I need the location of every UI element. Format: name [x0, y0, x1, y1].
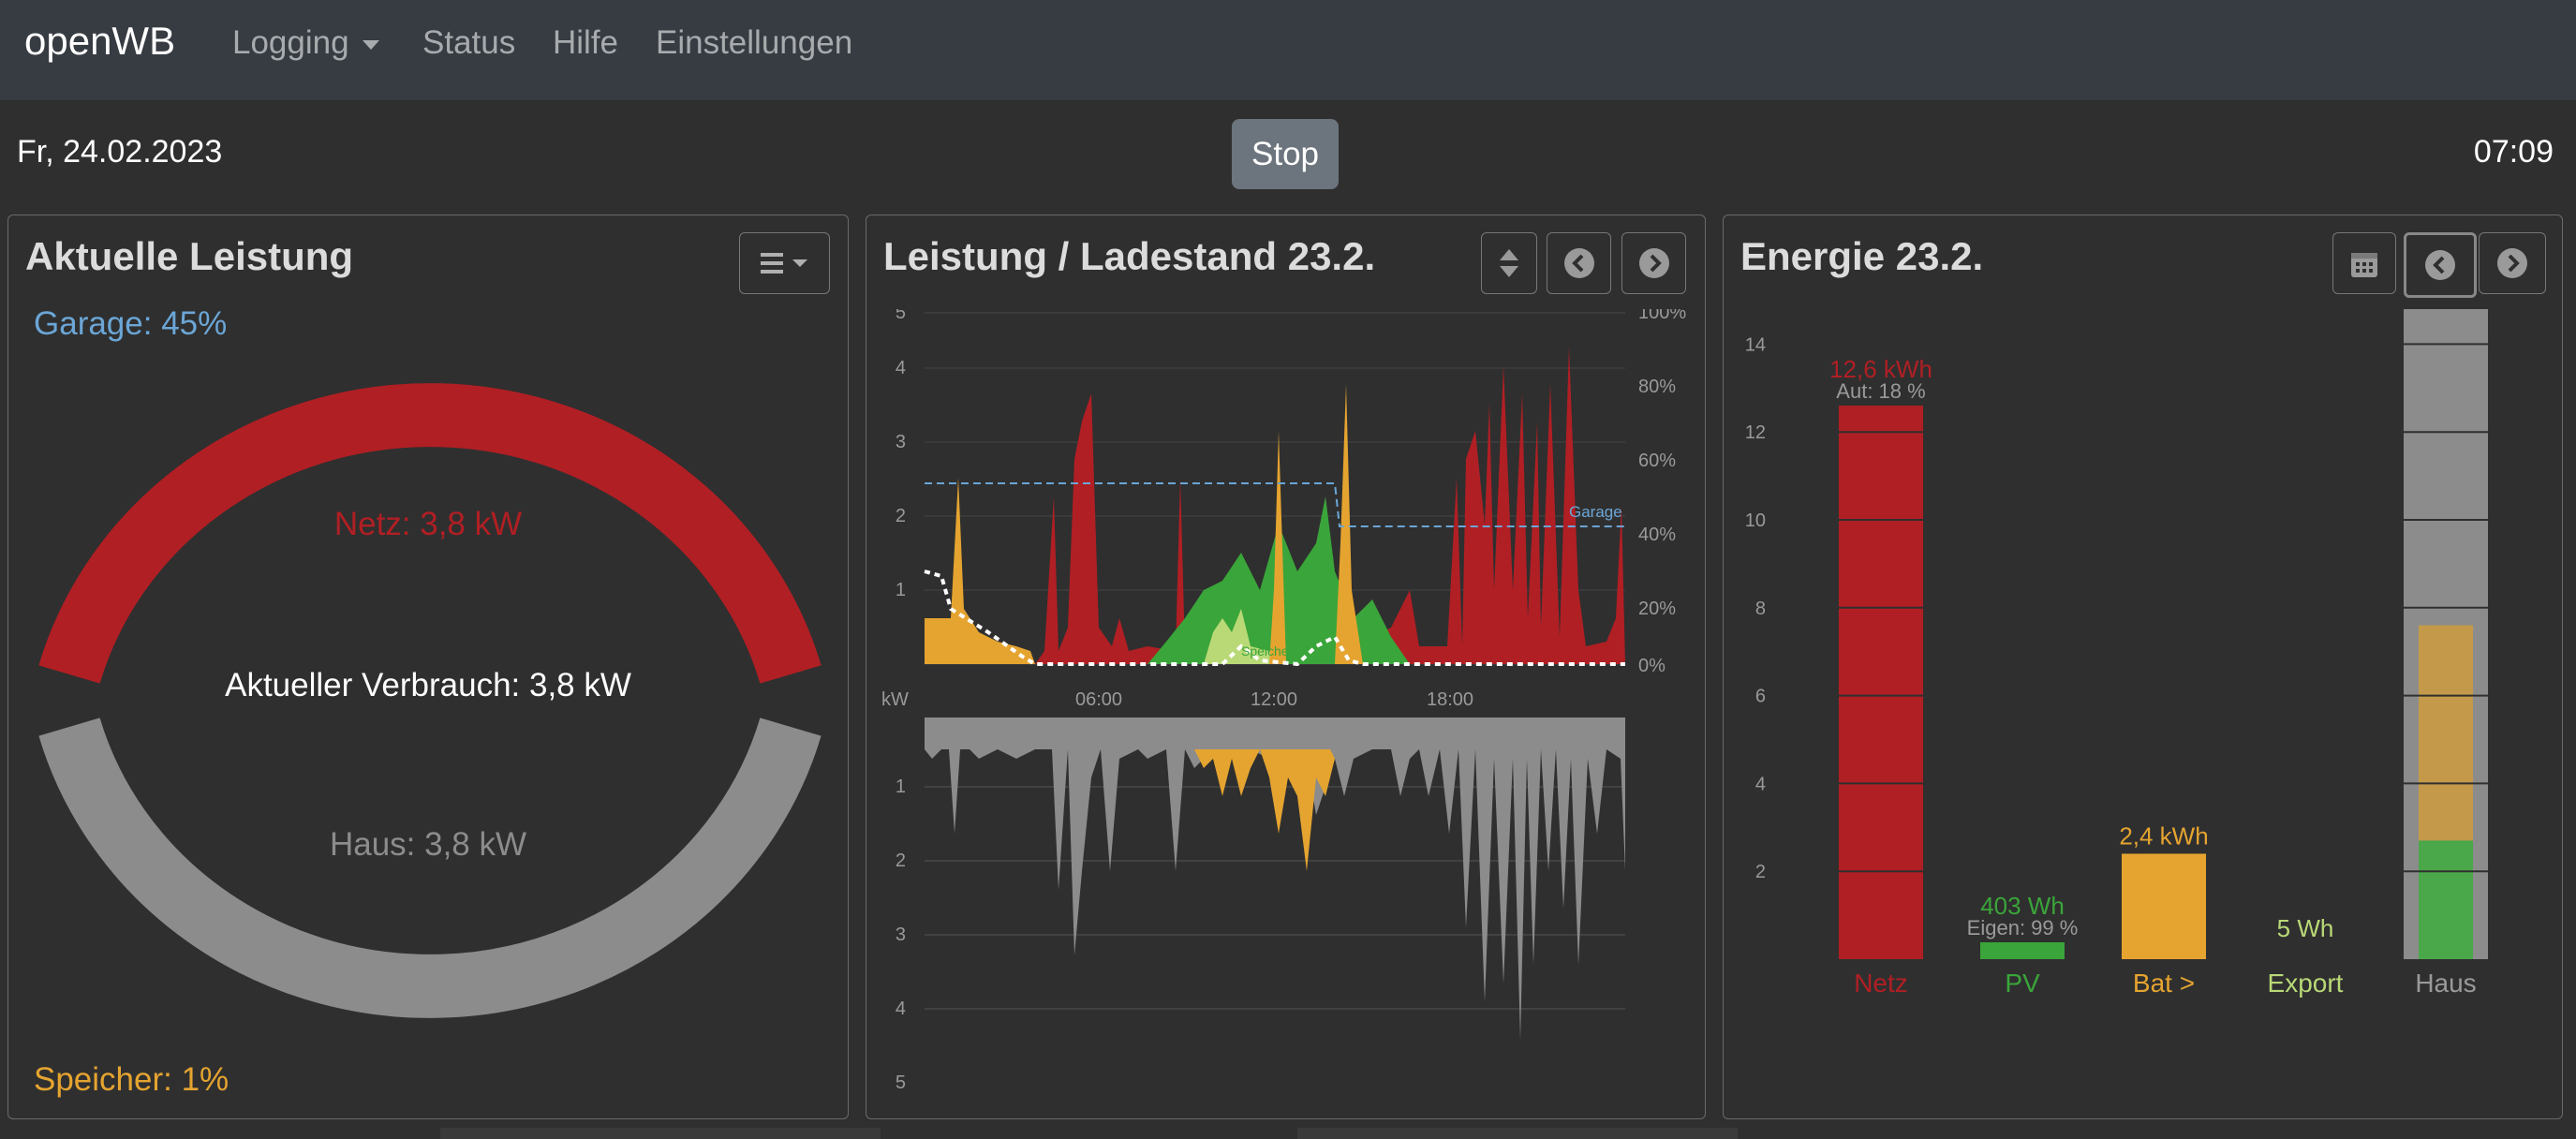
energy-sub-label: Eigen: 99 %	[1967, 916, 2079, 939]
history-panel-title: Leistung / Ladestand 23.2.	[883, 234, 1376, 278]
energy-y-tick: 14	[1745, 334, 1766, 355]
netz-area	[1035, 347, 1625, 664]
energy-panel: Energie 23.2. kWh 161412108642 12,6 kWhA…	[1723, 214, 2563, 1119]
calendar-icon	[2351, 253, 2377, 277]
energy-y-tick: 6	[1755, 687, 1766, 707]
tick-right-20: 20%	[1638, 599, 1676, 619]
energy-sub-label: Aut: 18 %	[1836, 379, 1925, 403]
haus-arc	[38, 717, 822, 1018]
next-energy-button[interactable]	[2479, 232, 2546, 294]
nav-hilfe[interactable]: Hilfe	[553, 24, 619, 61]
energy-panel-title: Energie 23.2.	[1740, 234, 1984, 278]
sort-icon	[1500, 249, 1518, 277]
energy-y-tick: 4	[1755, 774, 1766, 794]
calendar-button[interactable]	[2332, 232, 2396, 294]
energy-value-label: 2,4 kWh	[2119, 821, 2208, 850]
bat-area	[925, 478, 1035, 664]
chevron-left-circle-icon	[1563, 248, 1594, 278]
energy-y-tick: 8	[1755, 599, 1766, 619]
brand-logo[interactable]: openWB	[24, 19, 176, 63]
chevron-right-circle-icon	[1638, 248, 1669, 278]
tick-bot-5: 5	[896, 1072, 906, 1093]
energy-category-label: Netz	[1854, 969, 1908, 998]
tick-right-60: 60%	[1638, 451, 1676, 471]
chevron-left-circle-icon	[2425, 250, 2455, 280]
power-panel: Aktuelle Leistung Garage: 45% Netz: 3,8 …	[7, 214, 849, 1119]
tick-top-3: 3	[896, 432, 906, 452]
nav-logging-label: Logging	[232, 24, 349, 61]
tick-bot-3: 3	[896, 925, 906, 945]
energy-y-tick: 10	[1745, 510, 1766, 531]
speicher-series-label: Speicher	[1241, 643, 1294, 658]
kw-unit-label: kW	[881, 689, 909, 710]
chevron-right-circle-icon	[2497, 248, 2527, 278]
energy-value-label: 403 Wh	[1980, 892, 2065, 920]
tick-bot-1: 1	[896, 777, 906, 797]
energy-category-label: PV	[2005, 969, 2040, 998]
bat-peaks-area	[1269, 384, 1363, 664]
time-tick-12: 12:00	[1251, 689, 1297, 710]
scroll-indicator-right	[1297, 1128, 1738, 1139]
energy-bar-bat	[2122, 853, 2206, 959]
energy-bar-pv	[1980, 942, 2065, 959]
garage-label: Garage: 45%	[34, 305, 228, 342]
history-chart: 5 4 3 2 1 100% 80% 60% 40% 20% 0% kW 06:…	[881, 309, 1686, 1093]
haus-label: Haus: 3,8 kW	[329, 826, 527, 863]
netz-arc	[38, 383, 822, 684]
tick-bot-4: 4	[896, 998, 906, 1019]
kwh-unit-label: kWh	[1742, 309, 1780, 312]
menu-button[interactable]	[739, 232, 830, 294]
nav-einstellungen[interactable]: Einstellungen	[656, 24, 853, 61]
energy-y-tick: 12	[1745, 422, 1766, 443]
energy-value-label: 5 Wh	[2277, 914, 2334, 942]
tick-top-4: 4	[896, 358, 906, 378]
tick-right-100: 100%	[1638, 309, 1686, 323]
tick-top-1: 1	[896, 580, 906, 600]
verbrauch-label: Aktueller Verbrauch: 3,8 kW	[225, 667, 631, 703]
bat-discharge-area	[1194, 749, 1335, 871]
energy-category-label: Export	[2268, 969, 2344, 998]
tick-top-2: 2	[896, 506, 906, 526]
scroll-indicator-left	[440, 1128, 881, 1139]
energy-category-label: Haus	[2415, 969, 2476, 998]
history-panel: Leistung / Ladestand 23.2.	[866, 214, 1706, 1119]
energy-y-tick: 2	[1755, 862, 1766, 882]
pv-light-area	[1204, 609, 1279, 664]
current-time: 07:09	[2473, 134, 2554, 170]
energy-category-label: Bat >	[2133, 969, 2195, 998]
haus-pv-segment	[2419, 840, 2473, 959]
toggle-button[interactable]	[1481, 232, 1537, 294]
prev-energy-button[interactable]	[2404, 232, 2477, 298]
energy-value-label: 12,6 kWh	[1829, 355, 1932, 383]
tick-bot-2: 2	[896, 851, 906, 871]
power-panel-title: Aktuelle Leistung	[25, 234, 354, 278]
nav-logging[interactable]: Logging	[232, 24, 379, 62]
garage-series-label: Garage	[1569, 503, 1622, 521]
stop-button[interactable]: Stop	[1232, 119, 1339, 189]
speicher-soc-line	[924, 570, 1625, 667]
navbar: openWB Logging Status Hilfe Einstellunge…	[0, 0, 2576, 101]
haus-bat-segment	[2419, 625, 2473, 841]
nav-status[interactable]: Status	[422, 24, 516, 61]
haus-area	[925, 717, 1625, 1040]
next-day-button[interactable]	[1621, 232, 1686, 294]
garage-soc-line	[925, 482, 1625, 527]
tick-right-40: 40%	[1638, 525, 1676, 545]
prev-day-button[interactable]	[1547, 232, 1611, 294]
power-ring	[38, 383, 822, 1018]
tick-right-80: 80%	[1638, 377, 1676, 397]
time-tick-06: 06:00	[1075, 689, 1122, 710]
chevron-down-icon	[362, 39, 379, 50]
tick-top-5: 5	[896, 309, 906, 323]
speicher-label: Speicher: 1%	[34, 1061, 229, 1098]
energy-bar-netz	[1839, 406, 1923, 959]
time-tick-18: 18:00	[1427, 689, 1473, 710]
tick-right-0: 0%	[1638, 656, 1666, 676]
netz-label: Netz: 3,8 kW	[333, 506, 523, 542]
menu-icon	[760, 253, 807, 274]
current-date: Fr, 24.02.2023	[17, 134, 223, 170]
